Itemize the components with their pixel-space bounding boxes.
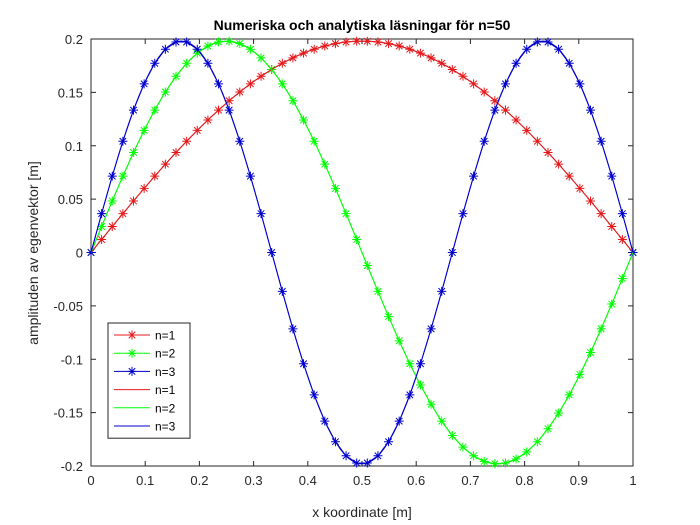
y-tick-label: -0.1: [61, 352, 83, 367]
y-tick-label: 0.2: [65, 32, 83, 47]
legend-label: n=2: [155, 401, 176, 415]
y-tick-label: 0: [76, 246, 83, 261]
legend-item: n=2: [114, 401, 176, 415]
series-analytic-n2: [90, 40, 634, 465]
x-tick-label: 1: [629, 473, 636, 488]
y-tick-label: -0.15: [53, 406, 83, 421]
x-tick-label: 0.4: [299, 473, 317, 488]
series-line: [90, 40, 634, 465]
series-line: [90, 40, 634, 253]
x-tick-label: 0.7: [461, 473, 479, 488]
x-tick-label: 0.6: [407, 473, 425, 488]
y-tick-label: 0.1: [65, 139, 83, 154]
legend-label: n=2: [155, 347, 176, 361]
legend-item: n=2: [114, 347, 176, 361]
x-axis-label: x koordinate [m]: [312, 504, 412, 520]
x-tick-label: 0.2: [190, 473, 208, 488]
series-layer: [86, 36, 638, 469]
legend-item: n=1: [114, 383, 176, 397]
y-tick-label: 0.15: [58, 85, 83, 100]
legend: n=1 n=2 n=3 n=1 n=2 n=3: [107, 322, 191, 439]
x-tick-label: 0.9: [570, 473, 588, 488]
y-tick-label: -0.05: [53, 299, 83, 314]
series-analytic-n3: [90, 40, 634, 465]
series-line: [90, 40, 634, 465]
x-tick-label: 0.1: [136, 473, 154, 488]
series-line: [90, 41, 634, 464]
series-analytic-n1: [90, 40, 634, 253]
legend-label: n=1: [155, 383, 176, 397]
x-tick-label: 0.8: [516, 473, 534, 488]
data-point-marker: [127, 330, 137, 340]
legend-label: n=1: [155, 329, 176, 343]
x-tick-label: 0.3: [245, 473, 263, 488]
data-point-marker: [127, 348, 137, 358]
y-tick-label: -0.2: [61, 459, 83, 474]
legend-label: n=3: [155, 420, 176, 434]
x-tick-label: 0.5: [353, 473, 371, 488]
legend-item: n=1: [114, 329, 176, 343]
legend-label: n=3: [155, 365, 176, 379]
y-tick-label: 0.05: [58, 192, 83, 207]
legend-item: n=3: [114, 365, 176, 379]
y-axis-label: amplituden av egenvektor [m]: [25, 161, 41, 345]
x-tick-label: 0: [87, 473, 94, 488]
chart-title: Numeriska och analytiska läsningar för n…: [214, 17, 511, 33]
legend-box: [107, 322, 191, 439]
legend-item: n=3: [114, 420, 176, 434]
data-point-marker: [127, 366, 137, 376]
